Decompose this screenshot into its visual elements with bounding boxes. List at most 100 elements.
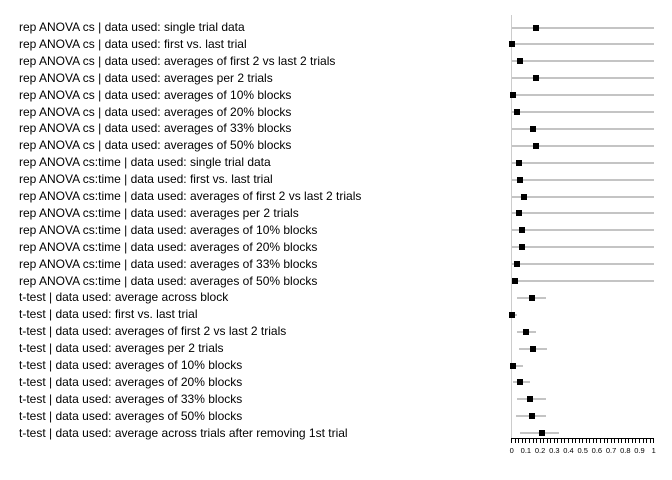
data-point-marker <box>518 227 525 234</box>
interval-line <box>511 178 654 181</box>
x-axis-minor-tick <box>557 438 559 443</box>
data-point-marker <box>510 92 517 99</box>
interval-line <box>511 127 654 130</box>
row-label: rep ANOVA cs:time | data used: averages … <box>19 239 318 254</box>
data-point-marker <box>515 159 522 166</box>
x-axis-tick-label: 0.1 <box>520 446 532 455</box>
x-axis-minor-tick <box>646 438 648 443</box>
x-axis-tick-label: 1 <box>651 446 656 455</box>
x-axis-minor-tick <box>550 438 552 443</box>
row-label: t-test | data used: average across block <box>19 290 229 305</box>
x-axis-minor-tick <box>596 438 598 443</box>
row-label: t-test | data used: averages of 20% bloc… <box>19 374 243 389</box>
interval-line <box>511 77 654 80</box>
row-label: rep ANOVA cs:time | data used: averages … <box>19 256 318 271</box>
x-axis-minor-tick <box>514 438 516 443</box>
interval-line <box>511 60 654 63</box>
data-point-marker <box>532 142 539 149</box>
row-label: rep ANOVA cs | data used: averages of fi… <box>19 53 336 68</box>
row-label: t-test | data used: averages of first 2 … <box>19 324 287 339</box>
x-axis-minor-tick <box>599 438 601 443</box>
row-label: rep ANOVA cs | data used: first vs. last… <box>19 36 247 51</box>
data-point-marker <box>508 311 515 318</box>
interval-line <box>511 229 654 232</box>
row-label: rep ANOVA cs | data used: single trial d… <box>19 20 245 34</box>
x-axis-tick-label: 0.3 <box>549 446 560 455</box>
row-label: rep ANOVA cs:time | data used: averages … <box>19 189 362 203</box>
x-axis-minor-tick <box>571 438 573 443</box>
row-label: rep ANOVA cs:time | data used: averages … <box>19 222 318 237</box>
x-axis-minor-tick <box>624 438 626 443</box>
x-axis-tick-label: 0.9 <box>634 446 645 455</box>
x-axis-minor-tick <box>589 438 591 443</box>
x-axis-minor-tick <box>578 438 580 443</box>
data-point-marker <box>530 125 536 132</box>
x-axis-tick-label: 0.6 <box>591 446 603 455</box>
data-point-marker <box>528 413 535 420</box>
data-point-marker <box>518 244 525 251</box>
interval-line <box>511 111 654 113</box>
row-label: t-test | data used: first vs. last trial <box>19 307 198 322</box>
x-axis-tick-label: 0.8 <box>620 446 631 455</box>
y-axis-line <box>510 15 513 438</box>
data-point-marker <box>517 176 524 183</box>
data-point-marker <box>527 396 534 403</box>
data-point-marker <box>514 261 521 268</box>
row-label: t-test | data used: averages of 50% bloc… <box>19 408 243 423</box>
x-axis-minor-tick <box>635 438 637 443</box>
interval-line <box>511 144 654 147</box>
x-axis-tick-label: 0.5 <box>577 446 588 455</box>
x-axis-minor-tick <box>649 438 651 443</box>
data-point-marker <box>538 430 545 437</box>
x-axis-minor-tick <box>592 438 594 443</box>
x-axis-minor-tick <box>560 438 562 443</box>
row-label: t-test | data used: averages of 33% bloc… <box>19 391 243 406</box>
x-axis-minor-tick <box>628 438 630 443</box>
interval-line <box>511 364 524 367</box>
interval-line <box>511 43 654 46</box>
row-label: rep ANOVA cs | data used: averages of 20… <box>19 104 292 119</box>
x-axis-minor-tick <box>610 438 612 443</box>
data-point-marker <box>517 58 524 65</box>
x-axis-minor-tick <box>642 438 644 443</box>
data-point-marker <box>530 345 536 352</box>
row-label: rep ANOVA cs:time | data used: averages … <box>19 205 299 220</box>
row-label: rep ANOVA cs:time | data used: first vs.… <box>19 172 273 187</box>
x-axis-minor-tick <box>511 438 513 443</box>
data-point-marker <box>532 75 539 82</box>
interval-line <box>511 26 654 29</box>
interval-line <box>511 246 654 249</box>
data-point-marker <box>508 41 515 48</box>
x-axis-tick-label: 0 <box>509 446 514 455</box>
x-axis-minor-tick <box>614 438 616 443</box>
row-label: rep ANOVA cs | data used: averages of 33… <box>19 121 292 136</box>
x-axis-tick-label: 0.7 <box>605 446 617 455</box>
data-point-marker <box>511 278 518 284</box>
x-axis-minor-tick <box>607 438 609 443</box>
x-axis-minor-tick <box>539 438 541 443</box>
row-label: rep ANOVA cs | data used: averages of 50… <box>19 138 292 153</box>
x-axis-minor-tick <box>532 438 534 443</box>
x-axis-minor-tick <box>653 438 655 443</box>
x-axis-minor-tick <box>543 438 545 443</box>
x-axis-minor-tick <box>518 438 520 443</box>
row-label: t-test | data used: averages of 10% bloc… <box>19 358 243 372</box>
interval-line <box>511 195 654 198</box>
row-label: t-test | data used: average across trial… <box>19 425 348 440</box>
x-axis-minor-tick <box>525 438 527 443</box>
x-axis-minor-tick <box>621 438 623 443</box>
interval-line <box>511 161 654 164</box>
x-axis-minor-tick <box>528 438 530 443</box>
x-axis-minor-tick <box>603 438 605 443</box>
interval-line <box>511 280 654 282</box>
x-axis-tick-label: 0.2 <box>534 446 546 455</box>
data-point-marker <box>528 294 535 301</box>
row-label: rep ANOVA cs:time | data used: single tr… <box>19 155 271 170</box>
interval-line <box>511 94 654 97</box>
row-label: rep ANOVA cs | data used: averages of 10… <box>19 87 292 102</box>
data-point-marker <box>521 193 528 200</box>
data-point-marker <box>510 362 517 369</box>
x-axis-tick-label: 0.4 <box>563 446 574 455</box>
x-axis-minor-tick <box>582 438 584 443</box>
